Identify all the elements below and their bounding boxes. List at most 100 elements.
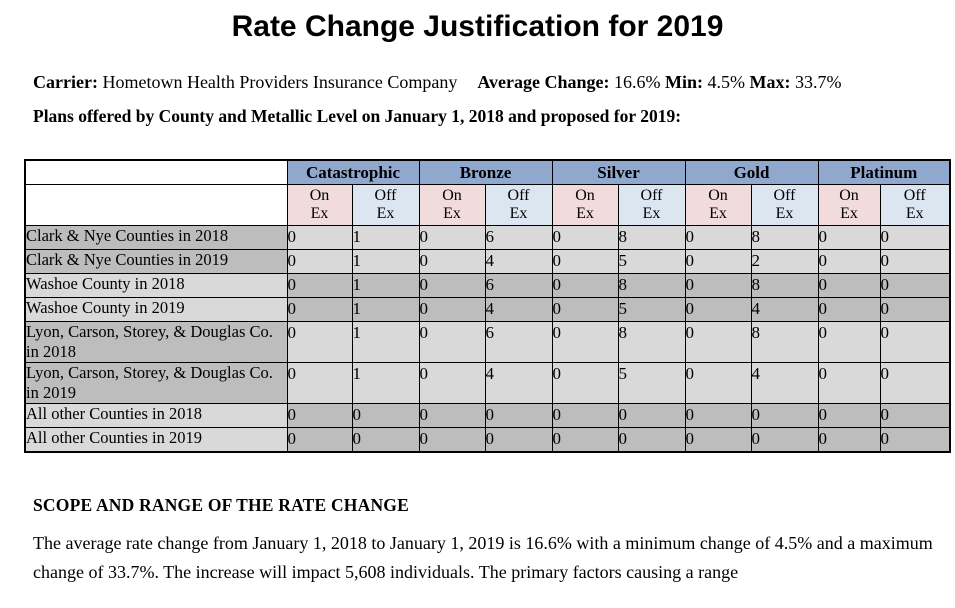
value-cell: 0 xyxy=(418,362,486,404)
value-cell: 6 xyxy=(484,273,553,298)
carrier-label: Carrier: xyxy=(33,72,98,92)
subheader-off-ex-platinum: Off Ex xyxy=(879,184,951,226)
value-cell: 2 xyxy=(750,249,819,274)
value-cell: 1 xyxy=(351,225,420,250)
value-cell: 0 xyxy=(879,297,951,322)
value-cell: 8 xyxy=(750,273,819,298)
value-cell: 0 xyxy=(879,403,951,428)
table-row: All other Counties in 2018 0 0 0 0 0 0 0 0 0 0 xyxy=(24,403,951,428)
metal-header-catastrophic: Catastrophic xyxy=(286,159,420,185)
value-cell: 0 xyxy=(617,427,686,452)
value-cell: 0 xyxy=(286,427,353,452)
subheader-off-ex-gold: Off Ex xyxy=(750,184,819,226)
table-row: Clark & Nye Counties in 2019 0 1 0 4 0 5 0 2 0 0 xyxy=(24,249,951,274)
row-label: Washoe County in 2018 xyxy=(24,273,288,298)
max-value: 33.7% xyxy=(795,72,842,92)
max-label: Max: xyxy=(749,72,791,92)
value-cell: 0 xyxy=(418,225,486,250)
value-cell: 0 xyxy=(418,321,486,363)
value-cell: 0 xyxy=(879,249,951,274)
value-cell: 0 xyxy=(684,273,752,298)
carrier-value: Hometown Health Providers Insurance Comp… xyxy=(102,72,458,92)
value-cell: 8 xyxy=(617,321,686,363)
table-row: Washoe County in 2019 0 1 0 4 0 5 0 4 0 0 xyxy=(24,297,951,322)
value-cell: 0 xyxy=(750,427,819,452)
value-cell: 0 xyxy=(817,249,881,274)
value-cell: 0 xyxy=(684,321,752,363)
value-cell: 0 xyxy=(286,249,353,274)
value-cell: 0 xyxy=(684,297,752,322)
carrier-summary-line: Carrier: Hometown Health Providers Insur… xyxy=(33,72,955,93)
value-cell: 0 xyxy=(418,249,486,274)
value-cell: 5 xyxy=(617,362,686,404)
metal-level-header-row: Catastrophic Bronze Silver Gold Platinum xyxy=(24,159,951,185)
value-cell: 1 xyxy=(351,249,420,274)
value-cell: 0 xyxy=(879,225,951,250)
value-cell: 0 xyxy=(879,427,951,452)
metal-header-bronze: Bronze xyxy=(418,159,553,185)
value-cell: 8 xyxy=(617,225,686,250)
metal-header-platinum: Platinum xyxy=(817,159,951,185)
value-cell: 0 xyxy=(484,403,553,428)
row-label: Lyon, Carson, Storey, & Douglas Co. in 2… xyxy=(24,321,288,363)
value-cell: 0 xyxy=(286,297,353,322)
value-cell: 6 xyxy=(484,225,553,250)
row-label: Clark & Nye Counties in 2019 xyxy=(24,249,288,274)
value-cell: 0 xyxy=(551,225,619,250)
value-cell: 4 xyxy=(484,297,553,322)
value-cell: 5 xyxy=(617,249,686,274)
metal-header-silver: Silver xyxy=(551,159,686,185)
value-cell: 0 xyxy=(551,362,619,404)
value-cell: 0 xyxy=(286,225,353,250)
table-row: Washoe County in 2018 0 1 0 6 0 8 0 8 0 0 xyxy=(24,273,951,298)
value-cell: 0 xyxy=(879,273,951,298)
value-cell: 6 xyxy=(484,321,553,363)
value-cell: 0 xyxy=(817,273,881,298)
corner-cell-bottom xyxy=(24,184,288,226)
value-cell: 0 xyxy=(817,403,881,428)
value-cell: 4 xyxy=(484,362,553,404)
value-cell: 0 xyxy=(286,321,353,363)
value-cell: 0 xyxy=(551,427,619,452)
value-cell: 0 xyxy=(286,403,353,428)
value-cell: 0 xyxy=(351,403,420,428)
exchange-subheader-row: On Ex Off Ex On Ex Off Ex On Ex Off Ex On Ex Of… xyxy=(24,184,951,226)
value-cell: 5 xyxy=(617,297,686,322)
row-label: Clark & Nye Counties in 2018 xyxy=(24,225,288,250)
value-cell: 0 xyxy=(750,403,819,428)
table-row: Lyon, Carson, Storey, & Douglas Co. in 2… xyxy=(24,321,951,363)
value-cell: 0 xyxy=(351,427,420,452)
value-cell: 0 xyxy=(484,427,553,452)
metal-header-gold: Gold xyxy=(684,159,819,185)
value-cell: 0 xyxy=(418,297,486,322)
subheader-off-ex-silver: Off Ex xyxy=(617,184,686,226)
document-page: Rate Change Justification for 2019 Carri… xyxy=(0,9,955,608)
value-cell: 0 xyxy=(418,403,486,428)
plans-table: Catastrophic Bronze Silver Gold Platinum On … xyxy=(24,159,952,453)
corner-cell-top xyxy=(24,159,288,185)
row-label: All other Counties in 2018 xyxy=(24,403,288,428)
row-label: Lyon, Carson, Storey, & Douglas Co. in 2… xyxy=(24,362,288,404)
subheader-off-ex-bronze: Off Ex xyxy=(484,184,553,226)
subheader-on-ex-platinum: On Ex xyxy=(817,184,881,226)
value-cell: 0 xyxy=(817,297,881,322)
value-cell: 8 xyxy=(750,225,819,250)
value-cell: 4 xyxy=(750,297,819,322)
scope-paragraph: The average rate change from January 1, … xyxy=(33,532,933,582)
value-cell: 0 xyxy=(879,321,951,363)
value-cell: 0 xyxy=(551,297,619,322)
value-cell: 0 xyxy=(684,225,752,250)
value-cell: 4 xyxy=(484,249,553,274)
subheader-on-ex-silver: On Ex xyxy=(551,184,619,226)
table-row: Clark & Nye Counties in 2018 0 1 0 6 0 8 0 8 0 0 xyxy=(24,225,951,250)
average-change-value: 16.6% xyxy=(614,72,661,92)
value-cell: 0 xyxy=(817,362,881,404)
value-cell: 0 xyxy=(879,362,951,404)
page-title: Rate Change Justification for 2019 xyxy=(231,10,724,43)
average-change-label: Average Change: xyxy=(477,72,610,92)
value-cell: 0 xyxy=(418,273,486,298)
subheader-off-ex-catastrophic: Off Ex xyxy=(351,184,420,226)
subheader-on-ex-catastrophic: On Ex xyxy=(286,184,353,226)
value-cell: 0 xyxy=(286,273,353,298)
value-cell: 1 xyxy=(351,297,420,322)
